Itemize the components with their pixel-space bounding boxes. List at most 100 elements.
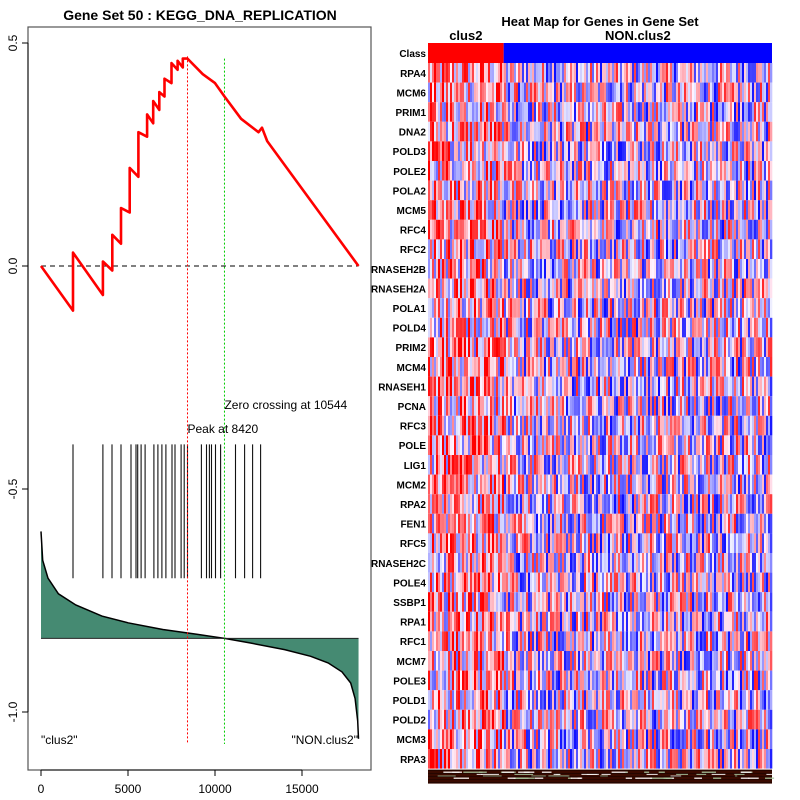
heat-cell — [564, 513, 567, 534]
heat-cell — [654, 298, 657, 318]
heat-cell — [580, 592, 583, 612]
heat-cell — [464, 513, 467, 534]
heat-cell — [458, 592, 461, 612]
heat-cell — [470, 317, 473, 338]
heat-cell — [608, 239, 611, 259]
heat-cell — [672, 435, 675, 455]
heat-cell — [634, 572, 637, 593]
heat-cell — [500, 376, 503, 397]
heat-cell — [464, 611, 467, 632]
heat-cell — [598, 553, 601, 573]
heat-cell — [550, 200, 553, 220]
heat-cell — [456, 337, 459, 357]
heat-cell — [580, 357, 583, 377]
heat-cell — [464, 298, 467, 318]
heat-cell — [566, 513, 569, 534]
heat-cell — [740, 102, 743, 122]
heat-cell — [474, 376, 477, 397]
heat-cell — [494, 611, 497, 632]
heat-cell — [518, 494, 521, 514]
heat-cell — [690, 200, 693, 220]
heat-cell — [714, 474, 717, 495]
heat-cell — [528, 298, 531, 318]
heat-cell — [542, 82, 545, 103]
heat-cell — [538, 82, 541, 103]
heat-cell — [476, 219, 479, 240]
heat-cell — [614, 141, 617, 161]
heat-cell — [678, 513, 681, 534]
heat-cell — [576, 415, 579, 436]
heat-cell — [768, 82, 771, 103]
heat-cell — [616, 161, 619, 181]
heat-cell — [494, 572, 497, 593]
heat-cell — [582, 259, 585, 279]
heat-cell — [474, 278, 477, 299]
heat-cell — [648, 180, 651, 201]
heat-cell — [534, 611, 537, 632]
heat-cell — [632, 533, 635, 553]
heat-cell — [724, 474, 727, 495]
heat-cell — [678, 180, 681, 201]
heat-cell — [606, 63, 609, 83]
heat-cell — [518, 298, 521, 318]
heat-cell — [490, 121, 493, 142]
heat-cell — [492, 553, 495, 573]
heat-cell — [608, 396, 611, 416]
heat-cell — [436, 396, 439, 416]
heat-cell — [452, 494, 455, 514]
heat-cell — [746, 455, 749, 475]
heat-cell — [496, 180, 499, 201]
heat-cell — [674, 533, 677, 553]
heat-cell — [526, 278, 529, 299]
heat-cell — [442, 513, 445, 534]
heat-cell — [494, 141, 497, 161]
heat-cell — [694, 239, 697, 259]
heat-cell — [732, 435, 735, 455]
heat-cell — [596, 63, 599, 83]
heat-cell — [480, 121, 483, 142]
heat-cell — [486, 572, 489, 593]
heat-cell — [572, 259, 575, 279]
heat-cell — [514, 259, 517, 279]
heat-cell — [770, 317, 773, 338]
heat-cell — [428, 317, 431, 338]
heat-cell — [580, 553, 583, 573]
heat-cell — [748, 219, 751, 240]
heat-cell — [638, 337, 641, 357]
heat-cell — [538, 298, 541, 318]
heat-cell — [672, 259, 675, 279]
heat-cell — [476, 415, 479, 436]
heat-cell — [578, 337, 581, 357]
heat-cell — [686, 180, 689, 201]
heat-cell — [608, 592, 611, 612]
heat-cell — [674, 102, 677, 122]
heat-cell — [650, 415, 653, 436]
heat-cell — [730, 592, 733, 612]
heat-cell — [766, 572, 769, 593]
heat-cell — [534, 141, 537, 161]
heat-cell — [554, 572, 557, 593]
heat-cell — [594, 298, 597, 318]
heat-cell — [670, 357, 673, 377]
heat-cell — [670, 180, 673, 201]
heat-cell — [568, 102, 571, 122]
heat-cell — [586, 611, 589, 632]
heat-cell — [522, 572, 525, 593]
heat-cell — [700, 200, 703, 220]
heat-cell — [680, 376, 683, 397]
heat-cell — [470, 455, 473, 475]
heat-cell — [690, 278, 693, 299]
heat-cell — [592, 435, 595, 455]
heat-cell — [562, 455, 565, 475]
heat-cell — [546, 592, 549, 612]
heat-cell — [678, 357, 681, 377]
heat-cell — [724, 259, 727, 279]
heat-cell — [554, 102, 557, 122]
heat-cell — [430, 278, 433, 299]
heat-cell — [482, 474, 485, 495]
heat-cell — [456, 141, 459, 161]
heat-cell — [518, 121, 521, 142]
heat-cell — [618, 161, 621, 181]
heat-cell — [502, 180, 505, 201]
heat-cell — [470, 259, 473, 279]
